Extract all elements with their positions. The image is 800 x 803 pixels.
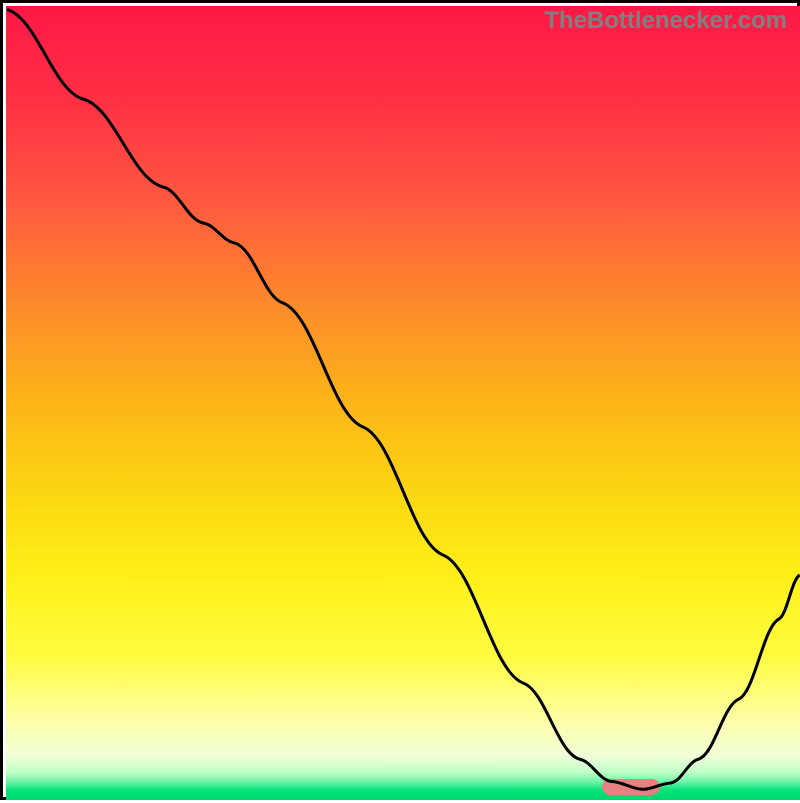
watermark-text: TheBottlenecker.com	[544, 7, 787, 35]
background-gradient	[6, 6, 800, 800]
optimal-marker	[602, 779, 660, 795]
chart-frame: TheBottlenecker.com	[0, 0, 800, 800]
